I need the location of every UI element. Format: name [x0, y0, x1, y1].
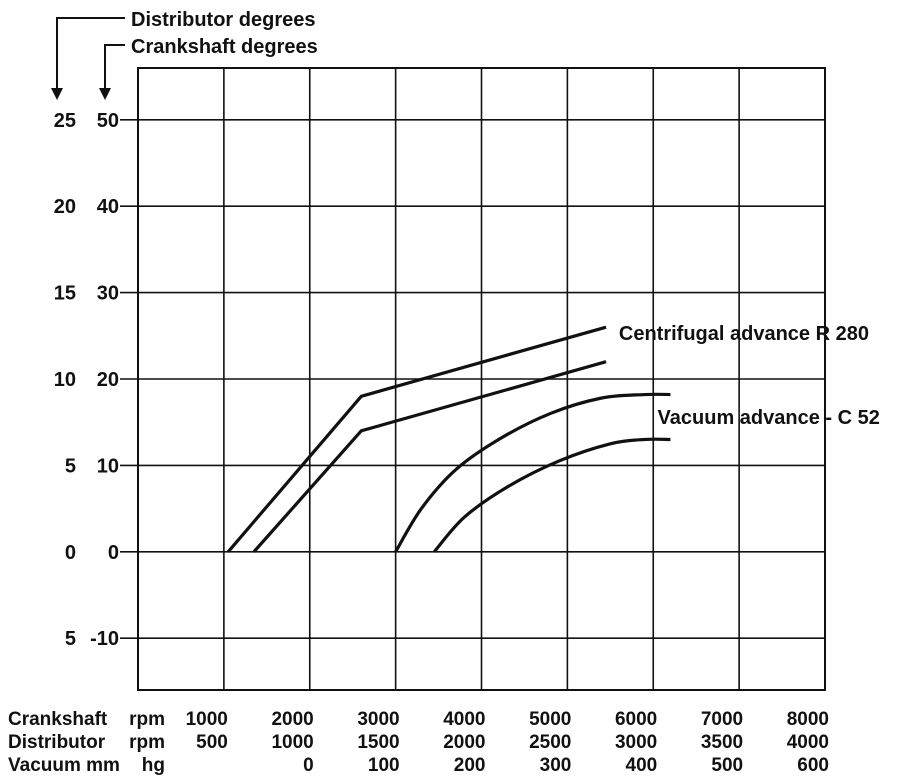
x-row-label: Crankshaft [8, 709, 108, 730]
x-tick-label: 3000 [357, 709, 399, 730]
series-line-2 [252, 360, 607, 553]
series-line-4 [433, 437, 671, 553]
series-line-3 [394, 392, 671, 553]
x-tick-label: 5000 [529, 709, 571, 730]
y-outer-tick-label: 25 [54, 110, 76, 132]
y-outer-tick-label: 20 [54, 196, 76, 218]
x-tick-label: 8000 [787, 709, 829, 730]
x-tick-label: 4000 [443, 709, 485, 730]
y-inner-tick-label: 50 [97, 110, 119, 132]
x-row-label: Vacuum mm [8, 755, 120, 776]
x-tick-label: 400 [626, 755, 658, 776]
x-tick-label: 1500 [357, 732, 399, 753]
x-tick-label: 3000 [615, 732, 657, 753]
x-tick-label: 1000 [271, 732, 313, 753]
x-tick-label: 2000 [443, 732, 485, 753]
y-inner-tick-label: 30 [97, 283, 119, 305]
x-row-unit: hg [142, 755, 165, 776]
x-row-unit: rpm [129, 709, 165, 730]
y-inner-tick-label: 40 [97, 196, 119, 218]
y-outer-tick-label: 0 [65, 542, 76, 564]
x-tick-label: 2000 [271, 709, 313, 730]
y-outer-axis-title: Distributor degrees [131, 9, 315, 31]
x-tick-label: 0 [303, 755, 314, 776]
arrow-head-icon [51, 88, 63, 100]
y-inner-tick-label: 10 [97, 455, 119, 477]
x-tick-label: 500 [196, 732, 228, 753]
arrow-head-icon [99, 88, 111, 100]
x-tick-label: 100 [368, 755, 400, 776]
x-tick-label: 600 [797, 755, 829, 776]
x-tick-label: 3500 [701, 732, 743, 753]
axis-title-leader [104, 44, 125, 88]
x-tick-label: 7000 [701, 709, 743, 730]
x-tick-label: 300 [540, 755, 572, 776]
y-outer-tick-label: 5 [65, 628, 76, 650]
y-outer-tick-label: 5 [65, 455, 76, 477]
x-tick-label: 2500 [529, 732, 571, 753]
vacuum-advance-label: Vacuum advance - C 52 [658, 407, 880, 429]
x-tick-label: 200 [454, 755, 486, 776]
y-inner-tick-label: -10 [90, 628, 119, 650]
x-row-label: Distributor [8, 732, 106, 753]
y-inner-axis-title: Crankshaft degrees [131, 36, 318, 58]
x-row-unit: rpm [129, 732, 165, 753]
y-outer-tick-label: 15 [54, 283, 76, 305]
x-tick-label: 6000 [615, 709, 657, 730]
x-tick-label: 4000 [787, 732, 829, 753]
y-inner-tick-label: 0 [108, 542, 119, 564]
plot-frame [137, 67, 826, 691]
series-line-1 [226, 325, 607, 553]
x-tick-label: 500 [711, 755, 743, 776]
y-inner-tick-label: 20 [97, 369, 119, 391]
centrifugal-advance-label: Centrifugal advance R 280 [619, 323, 869, 345]
y-outer-tick-label: 10 [54, 369, 76, 391]
x-tick-label: 1000 [186, 709, 228, 730]
axis-title-leader [56, 17, 125, 88]
